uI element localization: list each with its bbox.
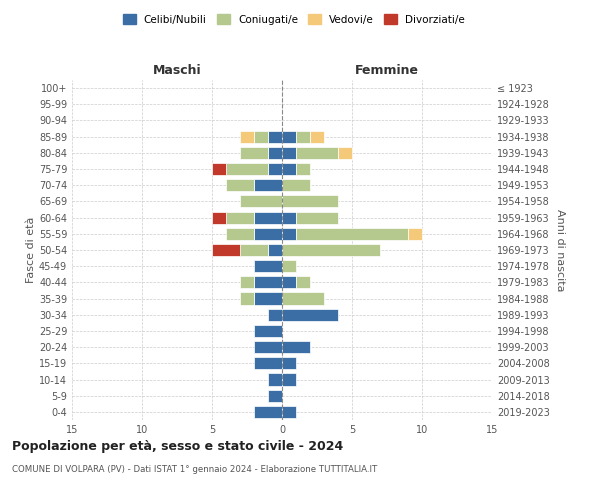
Bar [212,212,226,224]
Bar [408,228,422,240]
Bar [240,276,254,288]
Bar [282,292,324,304]
Bar [254,406,282,418]
Bar [254,341,282,353]
Y-axis label: Fasce di età: Fasce di età [26,217,36,283]
Bar [282,308,338,321]
Bar [268,147,282,159]
Bar [254,212,282,224]
Bar [240,147,268,159]
Bar [268,244,282,256]
Bar [282,212,296,224]
Bar [268,130,282,142]
Bar [282,406,296,418]
Bar [296,163,310,175]
Bar [226,179,254,192]
Bar [268,390,282,402]
Bar [254,179,282,192]
Bar [282,358,296,370]
Bar [282,147,296,159]
Bar [268,308,282,321]
Bar [268,163,282,175]
Bar [254,325,282,337]
Bar [282,130,296,142]
Bar [226,163,268,175]
Bar [254,228,282,240]
Bar [282,179,310,192]
Bar [338,147,352,159]
Bar [310,130,324,142]
Bar [240,130,254,142]
Bar [254,130,268,142]
Bar [282,228,296,240]
Bar [296,212,338,224]
Bar [240,292,254,304]
Text: Maschi: Maschi [152,64,202,77]
Bar [282,163,296,175]
Bar [240,196,282,207]
Bar [254,276,282,288]
Y-axis label: Anni di nascita: Anni di nascita [555,208,565,291]
Bar [282,276,296,288]
Bar [296,147,338,159]
Bar [282,196,338,207]
Bar [282,374,296,386]
Bar [226,212,254,224]
Bar [240,244,268,256]
Bar [296,276,310,288]
Bar [282,244,380,256]
Bar [226,228,254,240]
Bar [212,163,226,175]
Bar [296,228,408,240]
Bar [282,260,296,272]
Bar [296,130,310,142]
Bar [254,260,282,272]
Text: Popolazione per età, sesso e stato civile - 2024: Popolazione per età, sesso e stato civil… [12,440,343,453]
Bar [282,341,310,353]
Bar [212,244,240,256]
Bar [254,292,282,304]
Bar [254,358,282,370]
Bar [268,374,282,386]
Text: Femmine: Femmine [355,64,419,77]
Legend: Celibi/Nubili, Coniugati/e, Vedovi/e, Divorziati/e: Celibi/Nubili, Coniugati/e, Vedovi/e, Di… [119,10,469,29]
Text: COMUNE DI VOLPARA (PV) - Dati ISTAT 1° gennaio 2024 - Elaborazione TUTTITALIA.IT: COMUNE DI VOLPARA (PV) - Dati ISTAT 1° g… [12,466,377,474]
